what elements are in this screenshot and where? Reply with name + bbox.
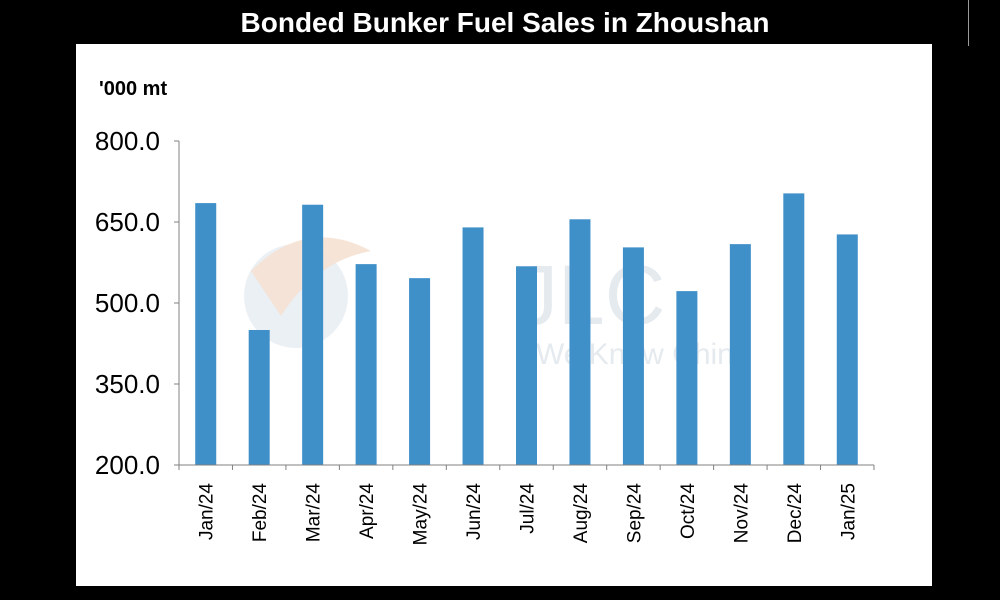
y-tick-label: 350.0	[95, 369, 160, 399]
bar-mar-24	[302, 204, 324, 465]
bar-aug-24	[569, 219, 591, 465]
x-axis-ticks	[178, 465, 875, 470]
x-tick-label: Sep/24	[624, 483, 645, 544]
y-tick-label: 500.0	[95, 288, 160, 318]
bar-apr-24	[355, 264, 377, 465]
x-tick-label: Jun/24	[464, 483, 485, 540]
x-tick-label: Nov/24	[731, 483, 752, 544]
x-tick-label: Jan/24	[197, 483, 218, 540]
watermark: JLC We Know China	[244, 237, 751, 371]
y-tick-label: 650.0	[95, 207, 160, 237]
chart-panel: '000 mt JLC We Know China 200.0 350.0 500.…	[76, 46, 932, 586]
y-axis-unit-label: '000 mt	[99, 78, 168, 100]
x-tick-label: Aug/24	[571, 483, 592, 544]
y-axis-ticks	[174, 140, 179, 466]
x-tick-label: Mar/24	[304, 483, 325, 543]
x-tick-label: Apr/24	[357, 483, 378, 539]
bar-may-24	[409, 278, 431, 465]
bar-sep-24	[622, 247, 644, 465]
bar-oct-24	[676, 291, 698, 465]
bar-dec-24	[783, 193, 805, 465]
y-axis-tick-labels: 200.0 350.0 500.0 650.0 800.0	[95, 126, 160, 480]
bar-jul-24	[516, 266, 537, 465]
edge-divider	[968, 0, 969, 46]
x-tick-label: Feb/24	[250, 483, 271, 543]
bar-jun-24	[462, 227, 484, 465]
y-tick-label: 200.0	[95, 450, 160, 480]
bar-feb-24	[248, 330, 270, 465]
x-tick-label: Jul/24	[518, 483, 539, 534]
bar-jan-24	[195, 203, 217, 465]
y-tick-label: 800.0	[95, 126, 160, 156]
bar-series	[195, 193, 858, 465]
x-tick-label: Dec/24	[785, 483, 806, 544]
x-axis-tick-labels: Jan/24 Feb/24 Mar/24 Apr/24 May/24 Jun/24 Jul/…	[197, 483, 860, 546]
bar-chart: JLC We Know China 200.0 350.0 500.0 650.0 80…	[95, 126, 875, 546]
bar-jan-25	[836, 234, 858, 465]
bar-nov-24	[729, 244, 751, 465]
chart-title: Bonded Bunker Fuel Sales in Zhoushan	[240, 7, 770, 38]
x-tick-label: May/24	[411, 483, 432, 546]
title-divider	[76, 44, 932, 46]
x-tick-label: Oct/24	[678, 483, 699, 539]
x-tick-label: Jan/25	[838, 483, 859, 540]
